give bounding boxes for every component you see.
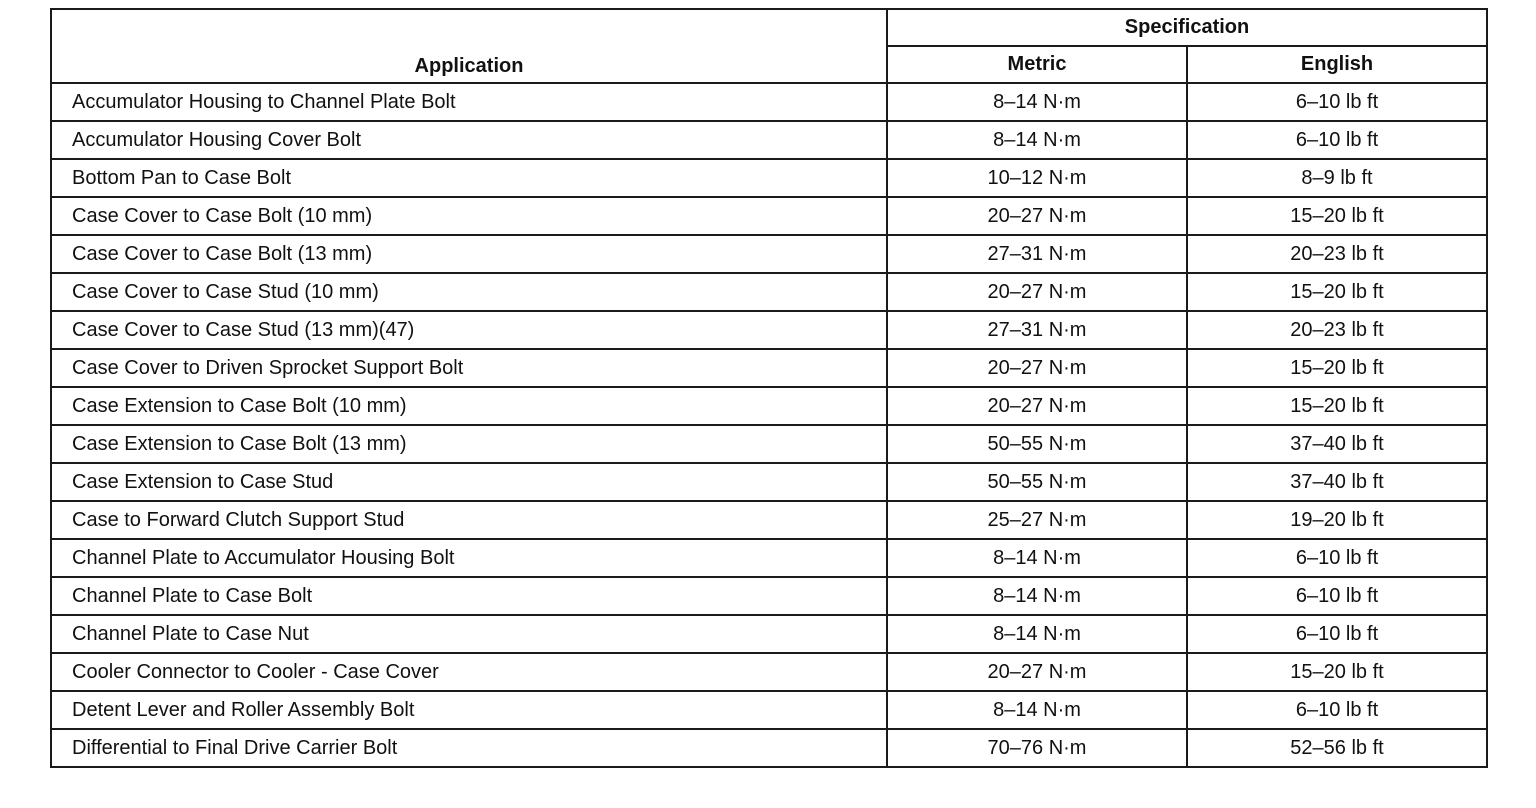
metric-cell: 27–31 N·m bbox=[886, 310, 1188, 350]
english-cell: 8–9 lb ft bbox=[1185, 158, 1489, 198]
application-cell: Case Cover to Case Stud (13 mm)(47) bbox=[50, 310, 888, 350]
table-row: Case Cover to Driven Sprocket Support Bo… bbox=[50, 348, 1489, 388]
english-cell: 6–10 lb ft bbox=[1185, 690, 1489, 730]
metric-cell: 8–14 N·m bbox=[886, 120, 1188, 160]
table-row: Channel Plate to Case Nut 8–14 N·m 6–10 lb… bbox=[50, 614, 1489, 654]
metric-cell: 50–55 N·m bbox=[886, 424, 1188, 464]
application-cell: Channel Plate to Case Bolt bbox=[50, 576, 888, 616]
application-cell: Channel Plate to Accumulator Housing Bol… bbox=[50, 538, 888, 578]
english-cell: 20–23 lb ft bbox=[1185, 234, 1489, 274]
table-row: Case Extension to Case Bolt (13 mm) 50–55… bbox=[50, 424, 1489, 464]
english-cell: 52–56 lb ft bbox=[1185, 728, 1489, 768]
table-row: Case Cover to Case Stud (13 mm)(47) 27–31… bbox=[50, 310, 1489, 350]
table-row: Channel Plate to Case Bolt 8–14 N·m 6–10 l… bbox=[50, 576, 1489, 616]
english-cell: 20–23 lb ft bbox=[1185, 310, 1489, 350]
english-cell: 15–20 lb ft bbox=[1185, 196, 1489, 236]
table-row: Case Cover to Case Bolt (10 mm) 20–27 N·m… bbox=[50, 196, 1489, 236]
metric-cell: 20–27 N·m bbox=[886, 348, 1188, 388]
english-header: English bbox=[1185, 45, 1489, 84]
application-cell: Detent Lever and Roller Assembly Bolt bbox=[50, 690, 888, 730]
english-cell: 6–10 lb ft bbox=[1185, 576, 1489, 616]
metric-cell: 27–31 N·m bbox=[886, 234, 1188, 274]
english-cell: 6–10 lb ft bbox=[1185, 614, 1489, 654]
application-cell: Cooler Connector to Cooler - Case Cover bbox=[50, 652, 888, 692]
application-cell: Channel Plate to Case Nut bbox=[50, 614, 888, 654]
application-cell: Case Cover to Case Stud (10 mm) bbox=[50, 272, 888, 312]
specification-header: Specification bbox=[885, 8, 1489, 47]
english-cell: 6–10 lb ft bbox=[1185, 120, 1489, 160]
metric-cell: 50–55 N·m bbox=[886, 462, 1188, 502]
metric-cell: 8–14 N·m bbox=[886, 614, 1188, 654]
application-cell: Case Cover to Case Bolt (10 mm) bbox=[50, 196, 888, 236]
english-cell: 15–20 lb ft bbox=[1185, 272, 1489, 312]
application-cell: Case Extension to Case Bolt (10 mm) bbox=[50, 386, 888, 426]
application-cell: Case Cover to Case Bolt (13 mm) bbox=[50, 234, 888, 274]
english-cell: 15–20 lb ft bbox=[1185, 652, 1489, 692]
metric-cell: 25–27 N·m bbox=[886, 500, 1188, 540]
table-row: Channel Plate to Accumulator Housing Bol… bbox=[50, 538, 1489, 578]
english-cell: 15–20 lb ft bbox=[1185, 386, 1489, 426]
table-row: Differential to Final Drive Carrier Bolt… bbox=[50, 728, 1489, 768]
table-row: Accumulator Housing Cover Bolt 8–14 N·m 6–… bbox=[50, 120, 1489, 160]
metric-cell: 20–27 N·m bbox=[886, 196, 1188, 236]
application-cell: Case to Forward Clutch Support Stud bbox=[50, 500, 888, 540]
table-row: Bottom Pan to Case Bolt 10–12 N·m 8–9 lb f… bbox=[50, 158, 1489, 198]
metric-cell: 20–27 N·m bbox=[886, 652, 1188, 692]
application-cell: Case Extension to Case Stud bbox=[50, 462, 888, 502]
table-row: Case Cover to Case Stud (10 mm) 20–27 N·m… bbox=[50, 272, 1489, 312]
table-row: Accumulator Housing to Channel Plate Bol… bbox=[50, 82, 1489, 122]
metric-cell: 8–14 N·m bbox=[886, 538, 1188, 578]
table-row: Case Extension to Case Stud 50–55 N·m 37–4… bbox=[50, 462, 1489, 502]
application-cell: Accumulator Housing Cover Bolt bbox=[50, 120, 888, 160]
metric-cell: 70–76 N·m bbox=[886, 728, 1188, 768]
application-cell: Case Extension to Case Bolt (13 mm) bbox=[50, 424, 888, 464]
table-row: Case to Forward Clutch Support Stud 25–27… bbox=[50, 500, 1489, 540]
metric-cell: 8–14 N·m bbox=[886, 690, 1188, 730]
metric-cell: 8–14 N·m bbox=[886, 82, 1188, 122]
metric-cell: 8–14 N·m bbox=[886, 576, 1188, 616]
english-cell: 19–20 lb ft bbox=[1185, 500, 1489, 540]
table-body: Accumulator Housing to Channel Plate Bol… bbox=[50, 82, 1489, 768]
english-cell: 6–10 lb ft bbox=[1185, 82, 1489, 122]
english-cell: 15–20 lb ft bbox=[1185, 348, 1489, 388]
table-row: Detent Lever and Roller Assembly Bolt 8–1… bbox=[50, 690, 1489, 730]
application-cell: Bottom Pan to Case Bolt bbox=[50, 158, 888, 198]
metric-cell: 20–27 N·m bbox=[886, 386, 1188, 426]
application-header: Application bbox=[50, 8, 888, 84]
metric-cell: 10–12 N·m bbox=[886, 158, 1188, 198]
torque-spec-table: Application Specification Metric English… bbox=[50, 8, 1489, 768]
table-row: Case Extension to Case Bolt (10 mm) 20–27… bbox=[50, 386, 1489, 426]
application-cell: Accumulator Housing to Channel Plate Bol… bbox=[50, 82, 888, 122]
metric-cell: 20–27 N·m bbox=[886, 272, 1188, 312]
table-row: Case Cover to Case Bolt (13 mm) 27–31 N·m… bbox=[50, 234, 1489, 274]
english-cell: 37–40 lb ft bbox=[1185, 424, 1489, 464]
english-cell: 6–10 lb ft bbox=[1185, 538, 1489, 578]
application-cell: Differential to Final Drive Carrier Bolt bbox=[50, 728, 888, 768]
table-row: Cooler Connector to Cooler - Case Cover 2… bbox=[50, 652, 1489, 692]
english-cell: 37–40 lb ft bbox=[1185, 462, 1489, 502]
application-cell: Case Cover to Driven Sprocket Support Bo… bbox=[50, 348, 888, 388]
metric-header: Metric bbox=[886, 45, 1188, 84]
